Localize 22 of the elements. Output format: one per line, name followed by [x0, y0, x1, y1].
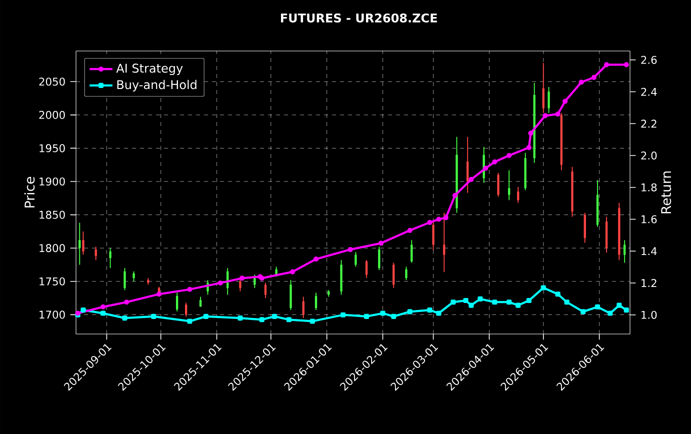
legend-label: AI Strategy — [116, 64, 183, 76]
y2-tick-label: 2.6 — [641, 56, 657, 64]
y2-tick-label: 2.4 — [641, 88, 657, 96]
y-tick-label: 1950 — [40, 144, 65, 152]
y-axis-title: Price — [24, 176, 35, 208]
y-tick-label: 1850 — [40, 210, 65, 219]
chart-title: FUTURES - UR2608.ZCE — [280, 13, 437, 23]
y-tick-label: 2000 — [39, 110, 65, 119]
y2-tick-label: 1.4 — [642, 247, 657, 256]
y2-axis-title: Return — [661, 171, 672, 214]
y-tick-label: 1800 — [40, 244, 65, 252]
legend-label: Buy-and-Hold — [117, 80, 196, 92]
y2-tick-label: 1.6 — [642, 215, 657, 224]
y2-tick-label: 2.2 — [641, 120, 656, 128]
y-tick-label: 2050 — [39, 78, 65, 86]
y-tick-label: 1900 — [40, 177, 65, 186]
y2-tick-label: 1.8 — [642, 183, 657, 192]
y2-tick-label: 1.0 — [642, 310, 657, 319]
y2-tick-label: 1.2 — [642, 279, 656, 287]
y2-tick-label: 2.0 — [641, 151, 657, 160]
y-tick-label: 1750 — [40, 277, 65, 286]
y-tick-label: 1700 — [40, 310, 65, 319]
